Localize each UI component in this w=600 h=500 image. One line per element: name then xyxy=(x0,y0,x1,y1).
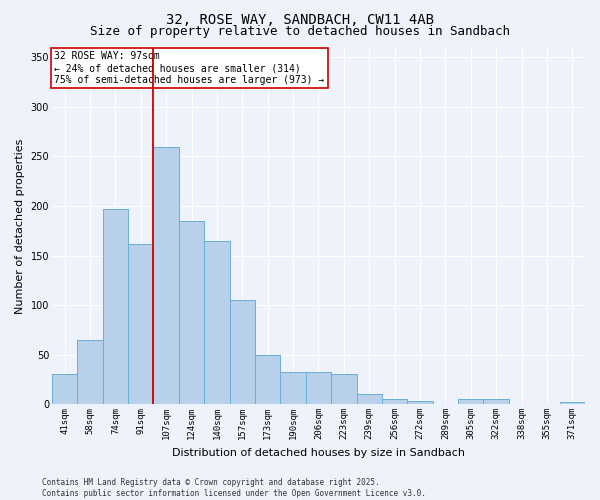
Bar xyxy=(77,340,103,404)
Bar xyxy=(280,372,306,404)
Bar xyxy=(52,374,77,404)
Bar xyxy=(255,354,280,404)
Bar xyxy=(103,209,128,404)
Bar xyxy=(179,221,204,404)
Text: Contains HM Land Registry data © Crown copyright and database right 2025.
Contai: Contains HM Land Registry data © Crown c… xyxy=(42,478,426,498)
Text: Size of property relative to detached houses in Sandbach: Size of property relative to detached ho… xyxy=(90,25,510,38)
Bar xyxy=(154,146,179,404)
Bar xyxy=(331,374,356,404)
Bar xyxy=(306,372,331,404)
Bar xyxy=(407,401,433,404)
Bar xyxy=(484,399,509,404)
Bar xyxy=(382,399,407,404)
Y-axis label: Number of detached properties: Number of detached properties xyxy=(15,138,25,314)
Bar xyxy=(458,399,484,404)
Bar xyxy=(356,394,382,404)
Text: 32 ROSE WAY: 97sqm
← 24% of detached houses are smaller (314)
75% of semi-detach: 32 ROSE WAY: 97sqm ← 24% of detached hou… xyxy=(55,52,325,84)
Text: 32, ROSE WAY, SANDBACH, CW11 4AB: 32, ROSE WAY, SANDBACH, CW11 4AB xyxy=(166,12,434,26)
Bar xyxy=(128,244,154,404)
Bar xyxy=(204,240,230,404)
X-axis label: Distribution of detached houses by size in Sandbach: Distribution of detached houses by size … xyxy=(172,448,465,458)
Bar xyxy=(560,402,585,404)
Bar xyxy=(230,300,255,404)
